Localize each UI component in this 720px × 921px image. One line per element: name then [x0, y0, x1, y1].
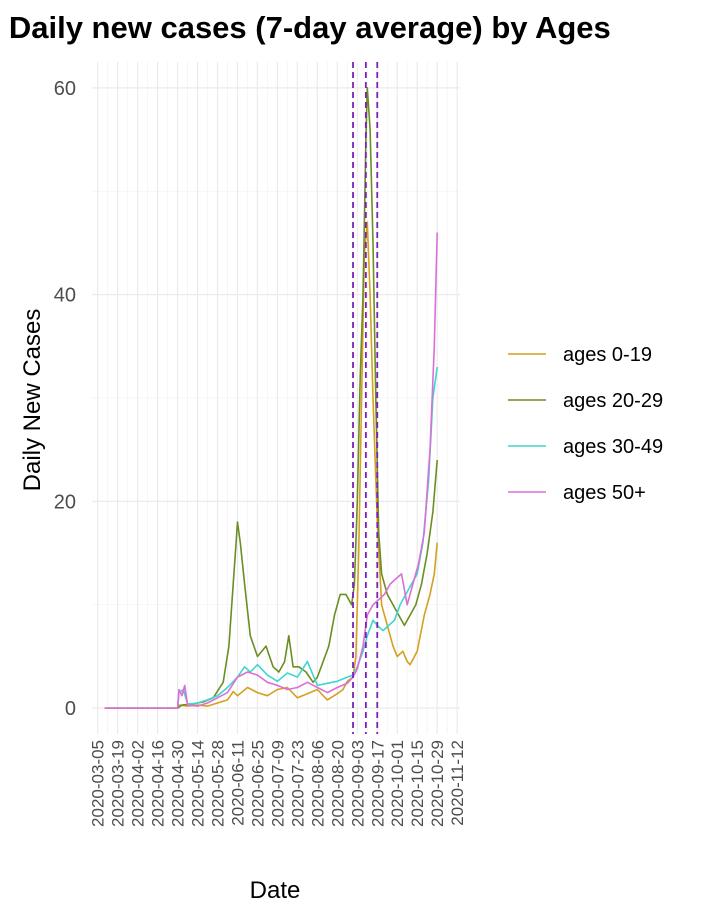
series-lines	[104, 87, 438, 710]
x-tick-label: 2020-06-25	[249, 740, 268, 827]
reference-vlines	[352, 62, 379, 734]
grid-minor	[92, 62, 460, 734]
x-tick-label: 2020-09-03	[348, 740, 367, 827]
x-tick-labels: 2020-03-05 2020-03-19 2020-04-02 2020-04-16…	[89, 740, 467, 827]
x-tick-label: 2020-03-19	[109, 740, 128, 827]
x-axis-title: Date	[250, 877, 301, 904]
x-tick-label: 2020-07-23	[288, 740, 307, 827]
legend-label: ages 20-29	[563, 390, 663, 412]
series-line-0	[104, 221, 438, 710]
x-tick-label: 2020-07-09	[268, 740, 287, 827]
legend-label: ages 0-19	[563, 344, 652, 366]
grid-major	[92, 62, 460, 734]
x-tick-label: 2020-05-14	[189, 740, 208, 827]
y-axis-title: Daily New Cases	[19, 309, 46, 492]
series-line-3	[104, 232, 438, 710]
y-tick-labels: 0 20 40 60	[54, 78, 76, 720]
legend-label: ages 50+	[563, 482, 646, 504]
series-line-2	[104, 366, 438, 710]
x-tick-label: 2020-10-01	[388, 740, 407, 827]
chart-title-text: e Daily new cases (7-day average) by Age…	[0, 10, 611, 45]
series-line-1	[104, 87, 438, 710]
x-tick-label: 2020-09-17	[368, 740, 387, 827]
y-tick-label: 0	[65, 698, 76, 720]
x-tick-label: 2020-08-20	[328, 740, 347, 827]
y-tick-label: 20	[54, 491, 76, 513]
x-tick-label: 2020-08-06	[308, 740, 327, 827]
x-tick-label: 2020-04-02	[129, 740, 148, 827]
x-tick-label: 2020-10-29	[428, 740, 447, 827]
legend: ages 0-19 ages 20-29 ages 30-49 ages 50+	[508, 344, 663, 504]
x-tick-label: 2020-11-12	[448, 740, 467, 826]
x-tick-label: 2020-10-15	[408, 740, 427, 827]
y-tick-label: 40	[54, 285, 76, 307]
legend-label: ages 30-49	[563, 436, 663, 458]
x-tick-label: 2020-05-28	[209, 740, 228, 827]
x-tick-label: 2020-04-16	[149, 740, 168, 827]
y-tick-label: 60	[54, 78, 76, 100]
chart-title: e Daily new cases (7-day average) by Age…	[0, 10, 720, 50]
x-tick-label: 2020-04-30	[169, 740, 188, 827]
x-tick-label: 2020-03-05	[89, 740, 108, 827]
x-tick-label: 2020-06-11	[229, 740, 248, 826]
